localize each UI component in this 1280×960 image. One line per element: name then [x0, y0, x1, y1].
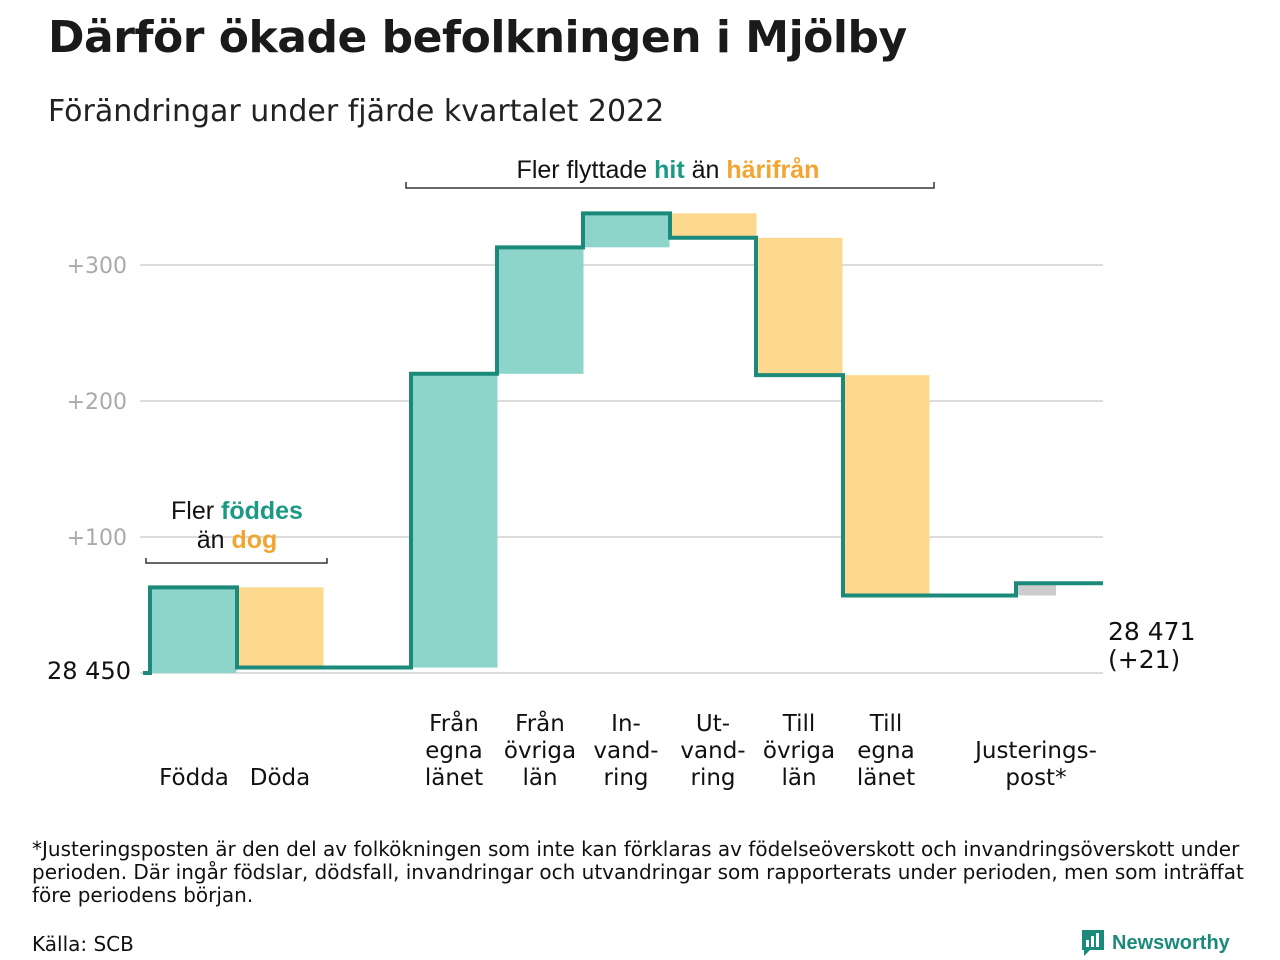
chart-subtitle: Förändringar under fjärde kvartalet 2022: [48, 94, 665, 129]
end-change-label: (+21): [1108, 645, 1180, 674]
category-label: post*: [1005, 765, 1066, 791]
category-label: övriga: [763, 738, 835, 764]
category-label: Födda: [159, 765, 229, 791]
category-label: Justerings-: [973, 738, 1097, 764]
y-tick-label: +100: [67, 526, 127, 551]
start-value-label: 28 450: [47, 657, 131, 685]
bar-2: [237, 587, 324, 668]
moves-annotation: Fler flyttade hit än härifrån: [517, 156, 820, 184]
grid-layer: +100 +200 +300: [67, 254, 1103, 674]
label-layer: Födda DödaFrånegnalänetFrånövrigalänIn-va…: [47, 617, 1195, 791]
brand-name: Newsworthy: [1112, 931, 1230, 954]
brand-logo[interactable]: Newsworthy: [1080, 928, 1230, 958]
category-label: län: [781, 765, 816, 791]
category-label: Från: [429, 709, 479, 737]
newsworthy-logo-icon: [1082, 930, 1104, 956]
category-label: ring: [690, 765, 735, 791]
bar-6: [670, 213, 757, 238]
bar-layer: [150, 213, 1056, 673]
y-tick-label: +200: [67, 390, 127, 415]
step-line: [143, 211, 1103, 675]
births-annotation-line2: än dog: [197, 526, 278, 554]
chart-title: Därför ökade befolkningen i Mjölby: [48, 12, 907, 63]
category-label: län: [522, 765, 557, 791]
category-label: Från: [515, 709, 565, 737]
category-label: länet: [857, 765, 915, 791]
category-label: Ut-: [696, 711, 730, 737]
category-label: egna: [425, 738, 482, 764]
bar-5: [583, 213, 670, 248]
category-label: länet: [425, 765, 483, 791]
bar-8: [843, 375, 930, 596]
line-layer: [143, 211, 1103, 675]
category-label: vand-: [593, 738, 658, 764]
moves-bracket: [405, 182, 935, 189]
category-label: Döda: [250, 765, 310, 791]
category-label: Till: [782, 711, 816, 737]
bar-1: [150, 587, 237, 673]
category-label: egna: [857, 738, 914, 764]
y-tick-label: +300: [67, 254, 127, 279]
category-label: övriga: [504, 738, 576, 764]
category-label: Till: [869, 711, 903, 737]
bar-7: [756, 237, 843, 376]
bar-3: [411, 373, 498, 668]
end-value-label: 28 471: [1108, 617, 1195, 646]
bar-4: [497, 247, 584, 374]
bar-9: [1016, 583, 1056, 596]
births-annotation-line1: Fler föddes: [171, 497, 303, 525]
waterfall-chart: +100+200+300 Födda DödaFrånegnalänetFrånö…: [47, 156, 1195, 791]
category-label: ring: [603, 765, 648, 791]
source-text: Källa: SCB: [32, 932, 134, 956]
footnote: *Justeringsposten är den del av folkökni…: [32, 837, 1244, 907]
category-label: In-: [611, 711, 641, 737]
births-bracket: [145, 558, 328, 564]
category-label: vand-: [680, 738, 745, 764]
